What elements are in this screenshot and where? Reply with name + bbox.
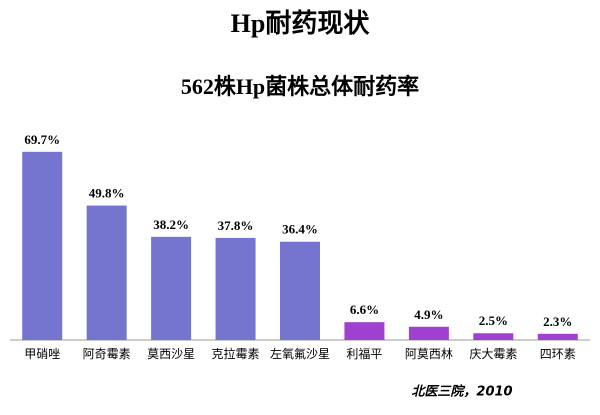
bar	[537, 333, 578, 340]
x-tick-label: 四环素	[540, 347, 576, 361]
value-label: 2.3%	[543, 314, 572, 329]
x-tick-label: 阿奇霉素	[83, 347, 131, 361]
source-note: 北医三院，2010	[411, 384, 512, 400]
bar	[408, 326, 449, 340]
value-label: 2.5%	[479, 313, 508, 328]
value-label: 36.4%	[282, 222, 318, 237]
value-label: 69.7%	[24, 132, 60, 147]
value-label: 4.9%	[414, 307, 443, 322]
value-label: 37.8%	[218, 218, 254, 233]
x-tick-label: 庆大霉素	[469, 347, 517, 361]
bar	[344, 322, 385, 340]
x-tick-label: 甲硝唑	[24, 347, 60, 361]
bar	[280, 241, 320, 340]
chart-subtitle: 562株Hp菌株总体耐药率	[181, 74, 419, 99]
x-tick-label: 莫西沙星	[147, 347, 195, 361]
value-label: 49.8%	[89, 186, 125, 201]
x-tick-label: 利福平	[346, 346, 382, 361]
bar	[473, 333, 514, 340]
bar	[151, 236, 192, 340]
x-tick-label: 克拉霉素	[212, 346, 260, 361]
bar	[86, 205, 127, 340]
chart-title: Hp耐药现状	[231, 9, 371, 38]
bar	[22, 151, 63, 340]
x-tick-label: 阿莫西林	[405, 347, 453, 361]
x-tick-label: 左氧氟沙星	[270, 346, 330, 361]
value-label: 38.2%	[153, 217, 189, 232]
bar	[215, 237, 256, 340]
value-label: 6.6%	[350, 302, 379, 317]
